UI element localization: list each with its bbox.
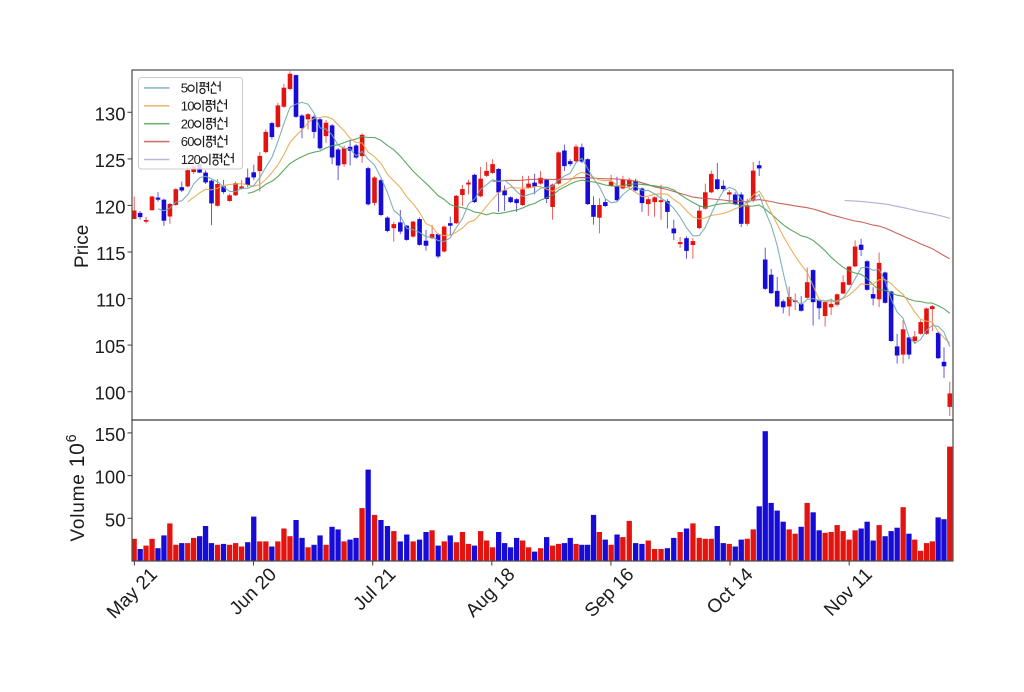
svg-text:Price: Price	[72, 225, 93, 268]
svg-text:130: 130	[95, 103, 126, 124]
svg-text:120: 120	[95, 196, 126, 217]
svg-text:100: 100	[95, 383, 126, 404]
svg-text:105: 105	[95, 336, 126, 357]
svg-text:100: 100	[95, 467, 126, 488]
svg-text:20: 20	[181, 116, 194, 131]
svg-text:50: 50	[105, 509, 126, 530]
svg-text:60: 60	[181, 134, 194, 149]
svg-text:115: 115	[96, 243, 126, 264]
svg-text:10: 10	[181, 98, 194, 113]
svg-text:125: 125	[95, 150, 126, 171]
svg-text:150: 150	[95, 424, 126, 445]
svg-text:5: 5	[181, 81, 188, 96]
svg-text:110: 110	[96, 290, 126, 311]
svg-text:Volume 106: Volume 106	[64, 433, 89, 541]
svg-text:120: 120	[181, 152, 201, 167]
